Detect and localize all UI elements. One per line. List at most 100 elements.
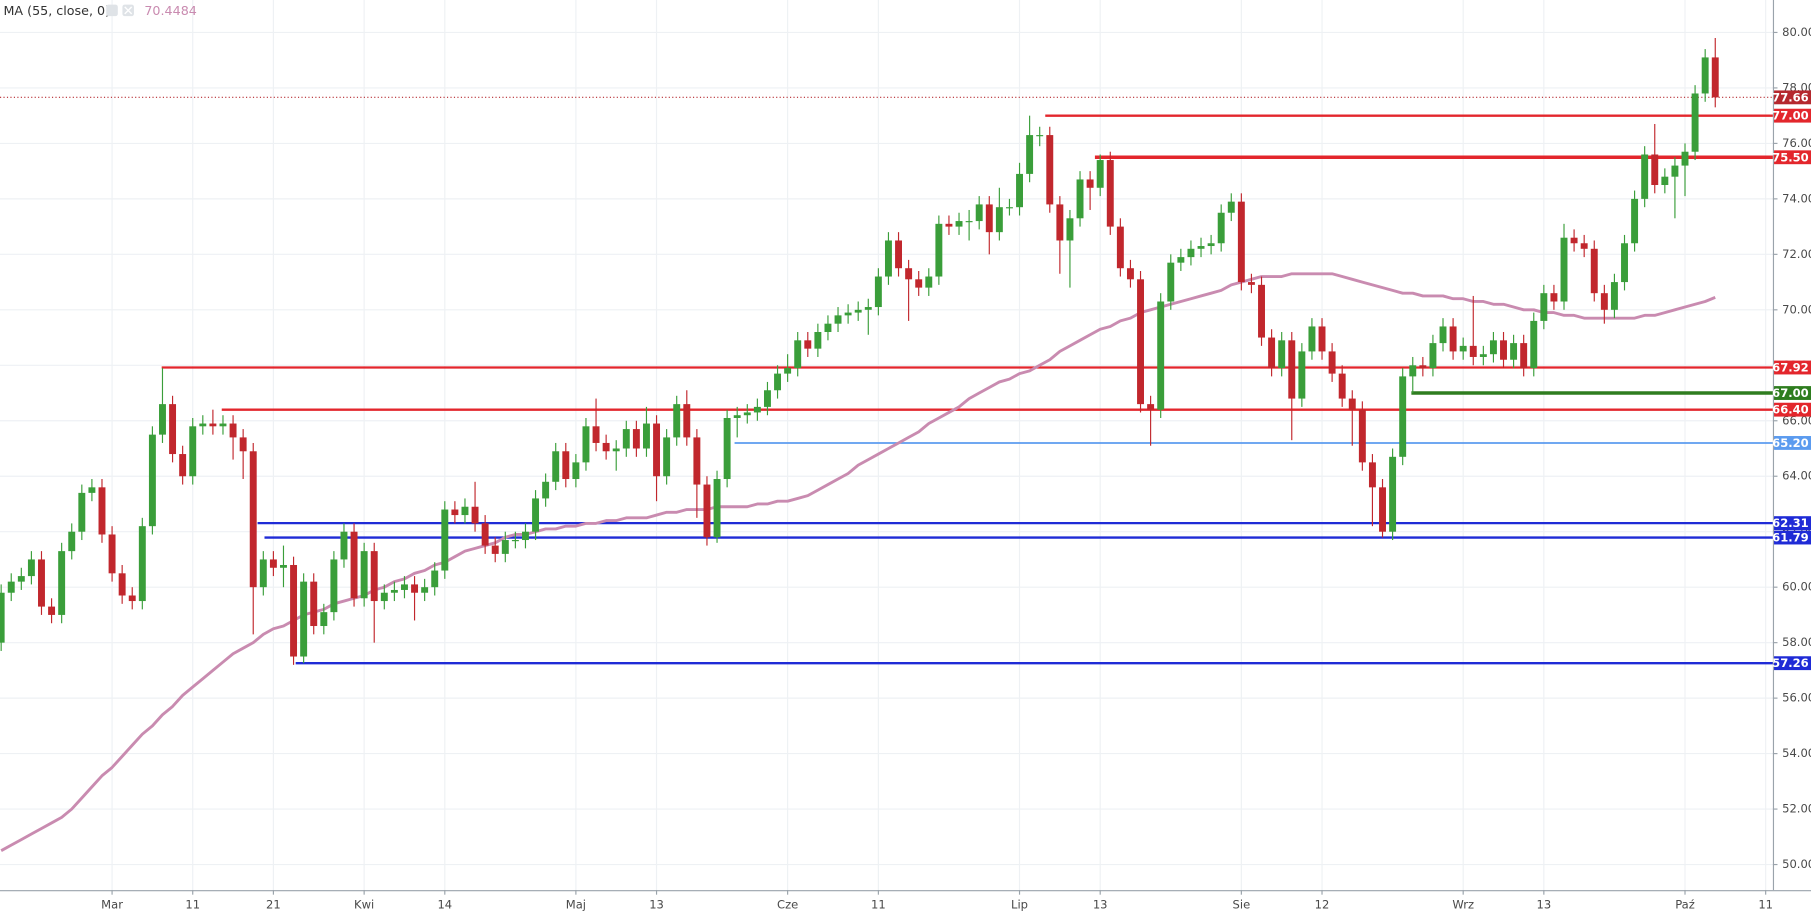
legend: MA (55, close, 0) 70.4484 — [3, 3, 196, 18]
candle-body — [199, 423, 207, 427]
price-tag — [1774, 108, 1811, 123]
price-tag-label: 77.00 — [1772, 109, 1808, 123]
candle-body — [1691, 93, 1699, 152]
candle-body — [138, 526, 146, 602]
candle-body — [229, 423, 237, 438]
candle-body — [1197, 246, 1205, 249]
y-tick-label: 76.00 — [1782, 136, 1811, 150]
candle-body — [98, 487, 106, 535]
y-tick-label: 54.00 — [1782, 746, 1811, 760]
candle-body — [713, 479, 721, 538]
candle-body — [1489, 340, 1497, 355]
candle-body — [58, 551, 66, 615]
candle-body — [1227, 201, 1235, 213]
candle-body — [1187, 248, 1195, 258]
candle-body — [320, 612, 328, 627]
candle-body — [1147, 404, 1155, 410]
candle-body — [1237, 201, 1245, 283]
candle-body — [1510, 343, 1518, 360]
candle-body — [1046, 135, 1054, 205]
candle-body — [249, 451, 257, 588]
candle-body — [1167, 262, 1175, 302]
candle-body — [431, 570, 439, 588]
candle-body — [501, 540, 509, 554]
candle-body — [522, 531, 529, 541]
candle-body — [844, 312, 852, 316]
candle-body — [703, 484, 711, 538]
candle-body — [985, 204, 993, 233]
x-tick-label: Kwi — [354, 898, 374, 912]
price-tag-label: 66.40 — [1772, 403, 1808, 417]
candle-body — [693, 437, 701, 485]
candle-body — [1661, 176, 1669, 186]
candle-body — [1651, 154, 1659, 186]
candle-body — [421, 587, 429, 593]
axes: 50.0052.0054.0056.0058.0060.0062.0064.00… — [101, 25, 1811, 912]
candle-body — [310, 581, 318, 627]
candle-body — [784, 368, 792, 374]
candle-body — [159, 404, 166, 435]
candle-body — [88, 487, 96, 493]
price-tag — [1774, 530, 1811, 545]
candle-body — [411, 584, 419, 593]
settings-icon[interactable] — [106, 4, 118, 17]
x-tick-label: Maj — [566, 898, 586, 912]
candle-body — [653, 423, 661, 477]
candle-body — [128, 595, 136, 602]
candle-body — [1439, 326, 1447, 344]
candle-body — [542, 481, 550, 499]
candle-body — [68, 531, 76, 552]
x-tick-label: 11 — [871, 898, 886, 912]
candle-body — [1469, 345, 1477, 357]
candle-body — [915, 279, 923, 288]
x-tick-label: Lip — [1011, 898, 1028, 912]
candle-body — [1681, 151, 1689, 166]
candle-body — [511, 540, 519, 542]
candle-body — [1580, 243, 1588, 249]
candle-body — [763, 390, 771, 407]
price-tag-label: 61.79 — [1772, 531, 1808, 545]
candle-body — [743, 412, 751, 416]
x-tick-label: Paź — [1675, 898, 1695, 912]
candle-body — [824, 323, 832, 333]
candle-body — [895, 240, 903, 269]
candle-body — [642, 423, 650, 449]
candle-body — [1449, 326, 1457, 352]
candle-body — [300, 581, 308, 657]
candle-body — [552, 451, 560, 482]
candle-body — [290, 564, 298, 657]
candle-body — [1116, 226, 1124, 269]
candle-body — [401, 584, 408, 590]
candle-body — [1701, 57, 1709, 94]
moving-average — [0, 272, 1716, 852]
candle-body — [1671, 165, 1679, 177]
x-tick-label: Wrz — [1452, 898, 1474, 912]
candle-body — [219, 423, 227, 427]
candle-body — [1157, 301, 1165, 410]
candle-body — [532, 498, 540, 532]
candle-body — [1288, 340, 1296, 399]
x-tick-label: 11 — [185, 898, 200, 912]
ma-line — [0, 272, 1716, 852]
candle-body — [1086, 179, 1094, 188]
candle-body — [1610, 282, 1618, 310]
price-tag — [1774, 386, 1811, 400]
candle-body — [1600, 293, 1608, 310]
x-tick-label: Mar — [101, 898, 123, 912]
x-tick-label: Sie — [1233, 898, 1251, 912]
price-tag — [1774, 90, 1811, 105]
candle-body — [1530, 320, 1538, 369]
candle-body — [1005, 207, 1013, 209]
price-tag — [1774, 656, 1811, 671]
candle-body — [1298, 351, 1306, 399]
x-tick-label: 12 — [1315, 898, 1330, 912]
y-tick-label: 52.00 — [1782, 802, 1811, 816]
price-tag-label: 65.20 — [1772, 436, 1808, 450]
candle-body — [1258, 284, 1265, 338]
candle-body — [1459, 345, 1467, 352]
candle-body — [1358, 409, 1366, 463]
candle-body — [572, 462, 580, 480]
candle-body — [592, 426, 600, 443]
y-tick-label: 60.00 — [1782, 580, 1811, 594]
y-tick-label: 70.00 — [1782, 302, 1811, 316]
